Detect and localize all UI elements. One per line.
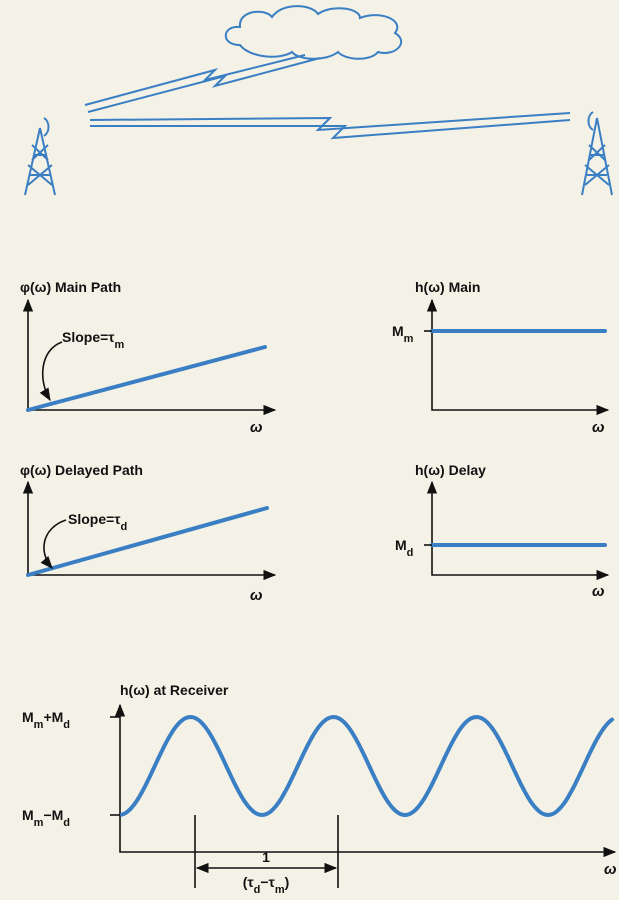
graph-title: h(ω) at Receiver	[120, 682, 229, 698]
text: −τ	[260, 874, 275, 890]
period-denominator: (τd−τm)	[243, 874, 290, 896]
axes	[426, 298, 610, 416]
level-label: Md	[395, 537, 413, 559]
text: −M	[43, 807, 63, 823]
text: (τ	[243, 874, 255, 890]
signal-path	[87, 57, 321, 113]
subscript: d	[121, 521, 128, 533]
text: M	[392, 323, 404, 339]
x-axis-label: ω	[592, 583, 605, 600]
phase-line	[26, 345, 267, 412]
subscript: m	[115, 339, 125, 351]
x-axis-label: ω	[592, 419, 605, 436]
axes	[22, 480, 277, 581]
subscript: m	[34, 817, 44, 829]
period-numerator: 1	[262, 849, 270, 865]
max-label: Mm+Md	[22, 709, 70, 731]
phase-line	[26, 506, 269, 577]
graph-title: φ(ω) Delayed Path	[20, 462, 143, 478]
x-axis-label: ω	[250, 419, 263, 436]
text: M	[395, 537, 407, 553]
graph-title: h(ω) Delay	[415, 462, 486, 478]
level-label: Mm	[392, 323, 414, 345]
min-label: Mm−Md	[22, 807, 70, 829]
slope-label: Slope=τd	[68, 511, 127, 533]
tower	[581, 111, 613, 196]
tower	[24, 117, 56, 196]
signal-path	[89, 112, 571, 132]
text: +M	[43, 709, 63, 725]
text: M	[22, 807, 34, 823]
text: M	[22, 709, 34, 725]
cloud	[224, 5, 403, 60]
subscript: d	[63, 719, 70, 731]
text: Slope=τ	[68, 511, 121, 527]
pointer-arrow	[39, 341, 63, 402]
x-axis-label: ω	[604, 861, 617, 878]
subscript: m	[404, 333, 414, 345]
pointer-arrow	[40, 519, 67, 569]
graph-title: h(ω) Main	[415, 279, 480, 295]
subscript: m	[34, 719, 44, 731]
subscript: d	[407, 547, 414, 559]
axes	[426, 480, 610, 581]
signal-path	[84, 54, 306, 106]
signal-path	[90, 119, 571, 140]
x-axis-label: ω	[250, 587, 263, 604]
graph-title: φ(ω) Main Path	[20, 279, 121, 295]
scene	[24, 5, 613, 196]
slope-label: Slope=τm	[62, 329, 125, 351]
subscript: d	[254, 884, 261, 896]
receiver-curve	[120, 714, 614, 818]
subscript: d	[63, 817, 70, 829]
text: )	[285, 874, 290, 890]
axes	[114, 703, 617, 858]
text: Slope=τ	[62, 329, 115, 345]
subscript: m	[275, 884, 285, 896]
